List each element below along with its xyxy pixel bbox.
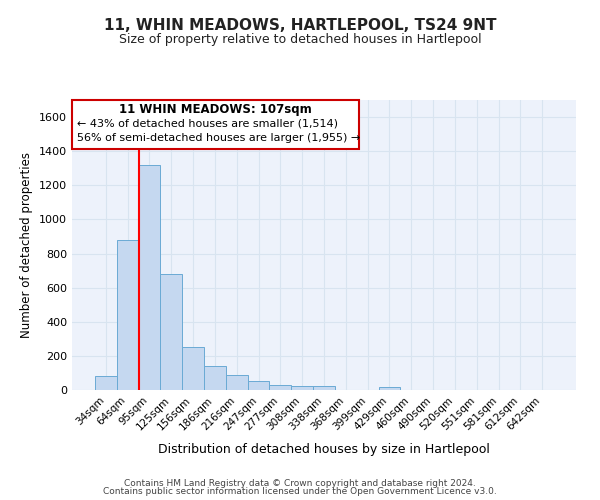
Bar [182, 348, 204, 390]
Text: Contains public sector information licensed under the Open Government Licence v3: Contains public sector information licen… [103, 487, 497, 496]
Bar [95, 376, 117, 390]
Bar [160, 274, 182, 390]
Bar [269, 385, 291, 390]
Bar [379, 386, 400, 390]
X-axis label: Distribution of detached houses by size in Hartlepool: Distribution of detached houses by size … [158, 443, 490, 456]
Bar [139, 165, 160, 390]
Text: 56% of semi-detached houses are larger (1,955) →: 56% of semi-detached houses are larger (… [77, 134, 360, 143]
Text: Size of property relative to detached houses in Hartlepool: Size of property relative to detached ho… [119, 32, 481, 46]
Text: 11 WHIN MEADOWS: 107sqm: 11 WHIN MEADOWS: 107sqm [119, 103, 312, 116]
Text: 11, WHIN MEADOWS, HARTLEPOOL, TS24 9NT: 11, WHIN MEADOWS, HARTLEPOOL, TS24 9NT [104, 18, 496, 32]
Bar [313, 386, 335, 390]
Bar [117, 240, 139, 390]
FancyBboxPatch shape [72, 100, 359, 150]
Bar [226, 374, 248, 390]
Text: ← 43% of detached houses are smaller (1,514): ← 43% of detached houses are smaller (1,… [77, 119, 338, 129]
Y-axis label: Number of detached properties: Number of detached properties [20, 152, 34, 338]
Bar [291, 386, 313, 390]
Bar [248, 380, 269, 390]
Text: Contains HM Land Registry data © Crown copyright and database right 2024.: Contains HM Land Registry data © Crown c… [124, 478, 476, 488]
Bar [204, 366, 226, 390]
